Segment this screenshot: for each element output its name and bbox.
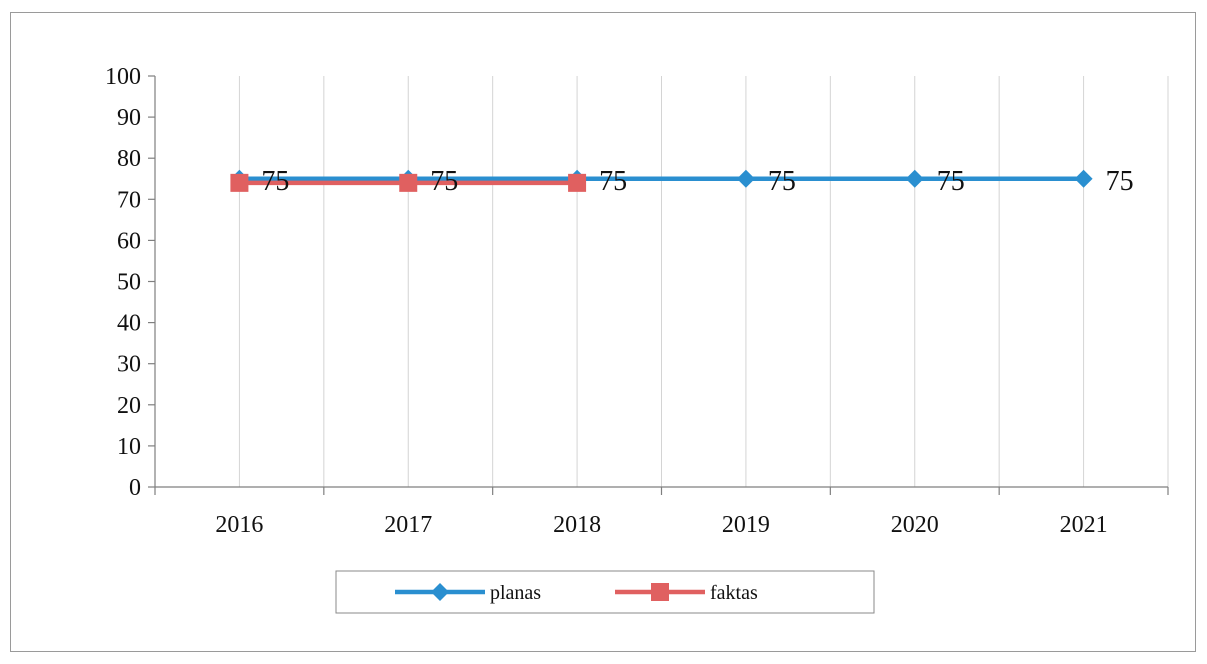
legend-marker <box>431 583 449 601</box>
data-point-planas <box>736 169 755 188</box>
data-label: 75 <box>937 166 965 197</box>
y-tick-label: 70 <box>117 187 141 213</box>
legend-marker <box>651 583 669 601</box>
y-tick-label: 100 <box>105 64 141 90</box>
y-tick-label: 90 <box>117 105 141 131</box>
x-tick-label: 2017 <box>384 512 432 538</box>
y-tick-label: 60 <box>117 228 141 254</box>
data-label: 75 <box>768 166 796 197</box>
legend-label: faktas <box>710 582 758 604</box>
data-point-planas <box>1074 169 1093 188</box>
legend: planas faktas <box>335 570 875 614</box>
y-tick-label: 0 <box>129 475 141 501</box>
chart-frame <box>10 12 1196 652</box>
x-tick-label: 2018 <box>553 512 601 538</box>
data-point-faktas <box>399 173 418 192</box>
x-tick-label: 2020 <box>891 512 939 538</box>
y-tick-label: 10 <box>117 434 141 460</box>
y-tick-label: 50 <box>117 270 141 296</box>
y-tick-label: 20 <box>117 393 141 419</box>
axes: 0 10 20 30 40 50 60 70 80 90 100 2016 2017 2018 2019 20… <box>105 64 1169 538</box>
gridlines <box>238 76 1169 487</box>
data-point-faktas <box>568 173 587 192</box>
series <box>230 169 1093 192</box>
y-tick-label: 40 <box>117 311 141 337</box>
data-labels: 75 75 75 75 75 75 <box>261 166 1133 197</box>
x-tick-label: 2019 <box>722 512 770 538</box>
data-label: 75 <box>430 166 458 197</box>
x-tick-label: 2016 <box>215 512 263 538</box>
data-label: 75 <box>599 166 627 197</box>
data-label: 75 <box>261 166 289 197</box>
data-label: 75 <box>1106 166 1134 197</box>
legend-label: planas <box>490 582 541 604</box>
x-tick-label: 2021 <box>1060 512 1108 538</box>
y-tick-label: 80 <box>117 146 141 172</box>
data-point-faktas <box>230 173 249 192</box>
y-tick-label: 30 <box>117 352 141 378</box>
data-point-planas <box>905 169 924 188</box>
